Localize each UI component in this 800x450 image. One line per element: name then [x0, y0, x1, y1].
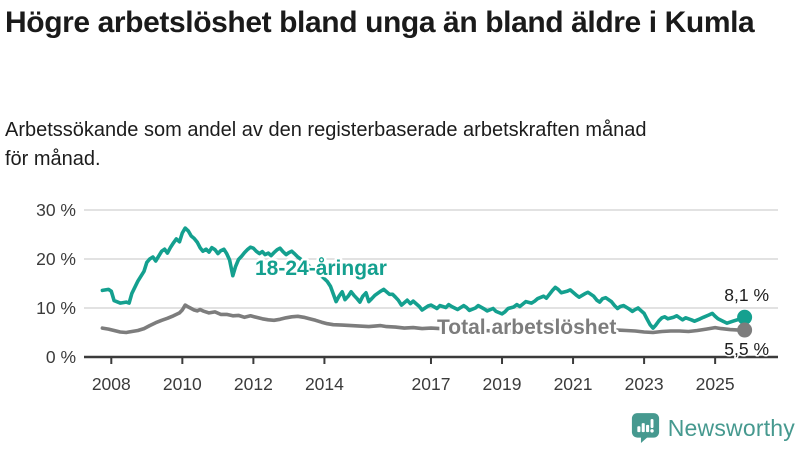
y-tick-label-2: 20 % [36, 249, 76, 269]
x-tick-label-0: 2008 [92, 374, 131, 394]
x-tick-label-7: 2023 [625, 374, 664, 394]
y-tick-label-3: 30 % [36, 200, 76, 220]
series-label-1: Total arbetslöshet [437, 316, 616, 339]
end-dot-0 [737, 309, 753, 325]
x-tick-label-5: 2019 [483, 374, 522, 394]
newsworthy-logo-icon [631, 412, 659, 443]
end-value-label-1: 5,5 % [724, 339, 769, 359]
newsworthy-logo: Newsworthy [631, 411, 795, 445]
x-tick-label-2: 2012 [234, 374, 273, 394]
end-dot-1 [737, 322, 753, 338]
end-value-label-0: 8,1 % [724, 285, 769, 305]
newsworthy-brand-text: Newsworthy [667, 414, 795, 441]
y-tick-label-1: 10 % [36, 298, 76, 318]
chart-subtitle: Arbetssökande som andel av den registerb… [5, 119, 647, 170]
series-line-0 [100, 226, 747, 330]
series-label-0: 18-24-åringar [255, 257, 387, 280]
y-tick-label-0: 0 % [46, 347, 76, 367]
x-tick-label-8: 2025 [696, 374, 735, 394]
chart-title: Högre arbetslöshet bland unga än bland ä… [5, 6, 755, 39]
x-tick-label-4: 2017 [412, 374, 451, 394]
x-tick-label-3: 2014 [305, 374, 344, 394]
series-line-1 [100, 303, 747, 335]
x-tick-label-6: 2021 [554, 374, 593, 394]
x-tick-label-1: 2010 [163, 374, 202, 394]
